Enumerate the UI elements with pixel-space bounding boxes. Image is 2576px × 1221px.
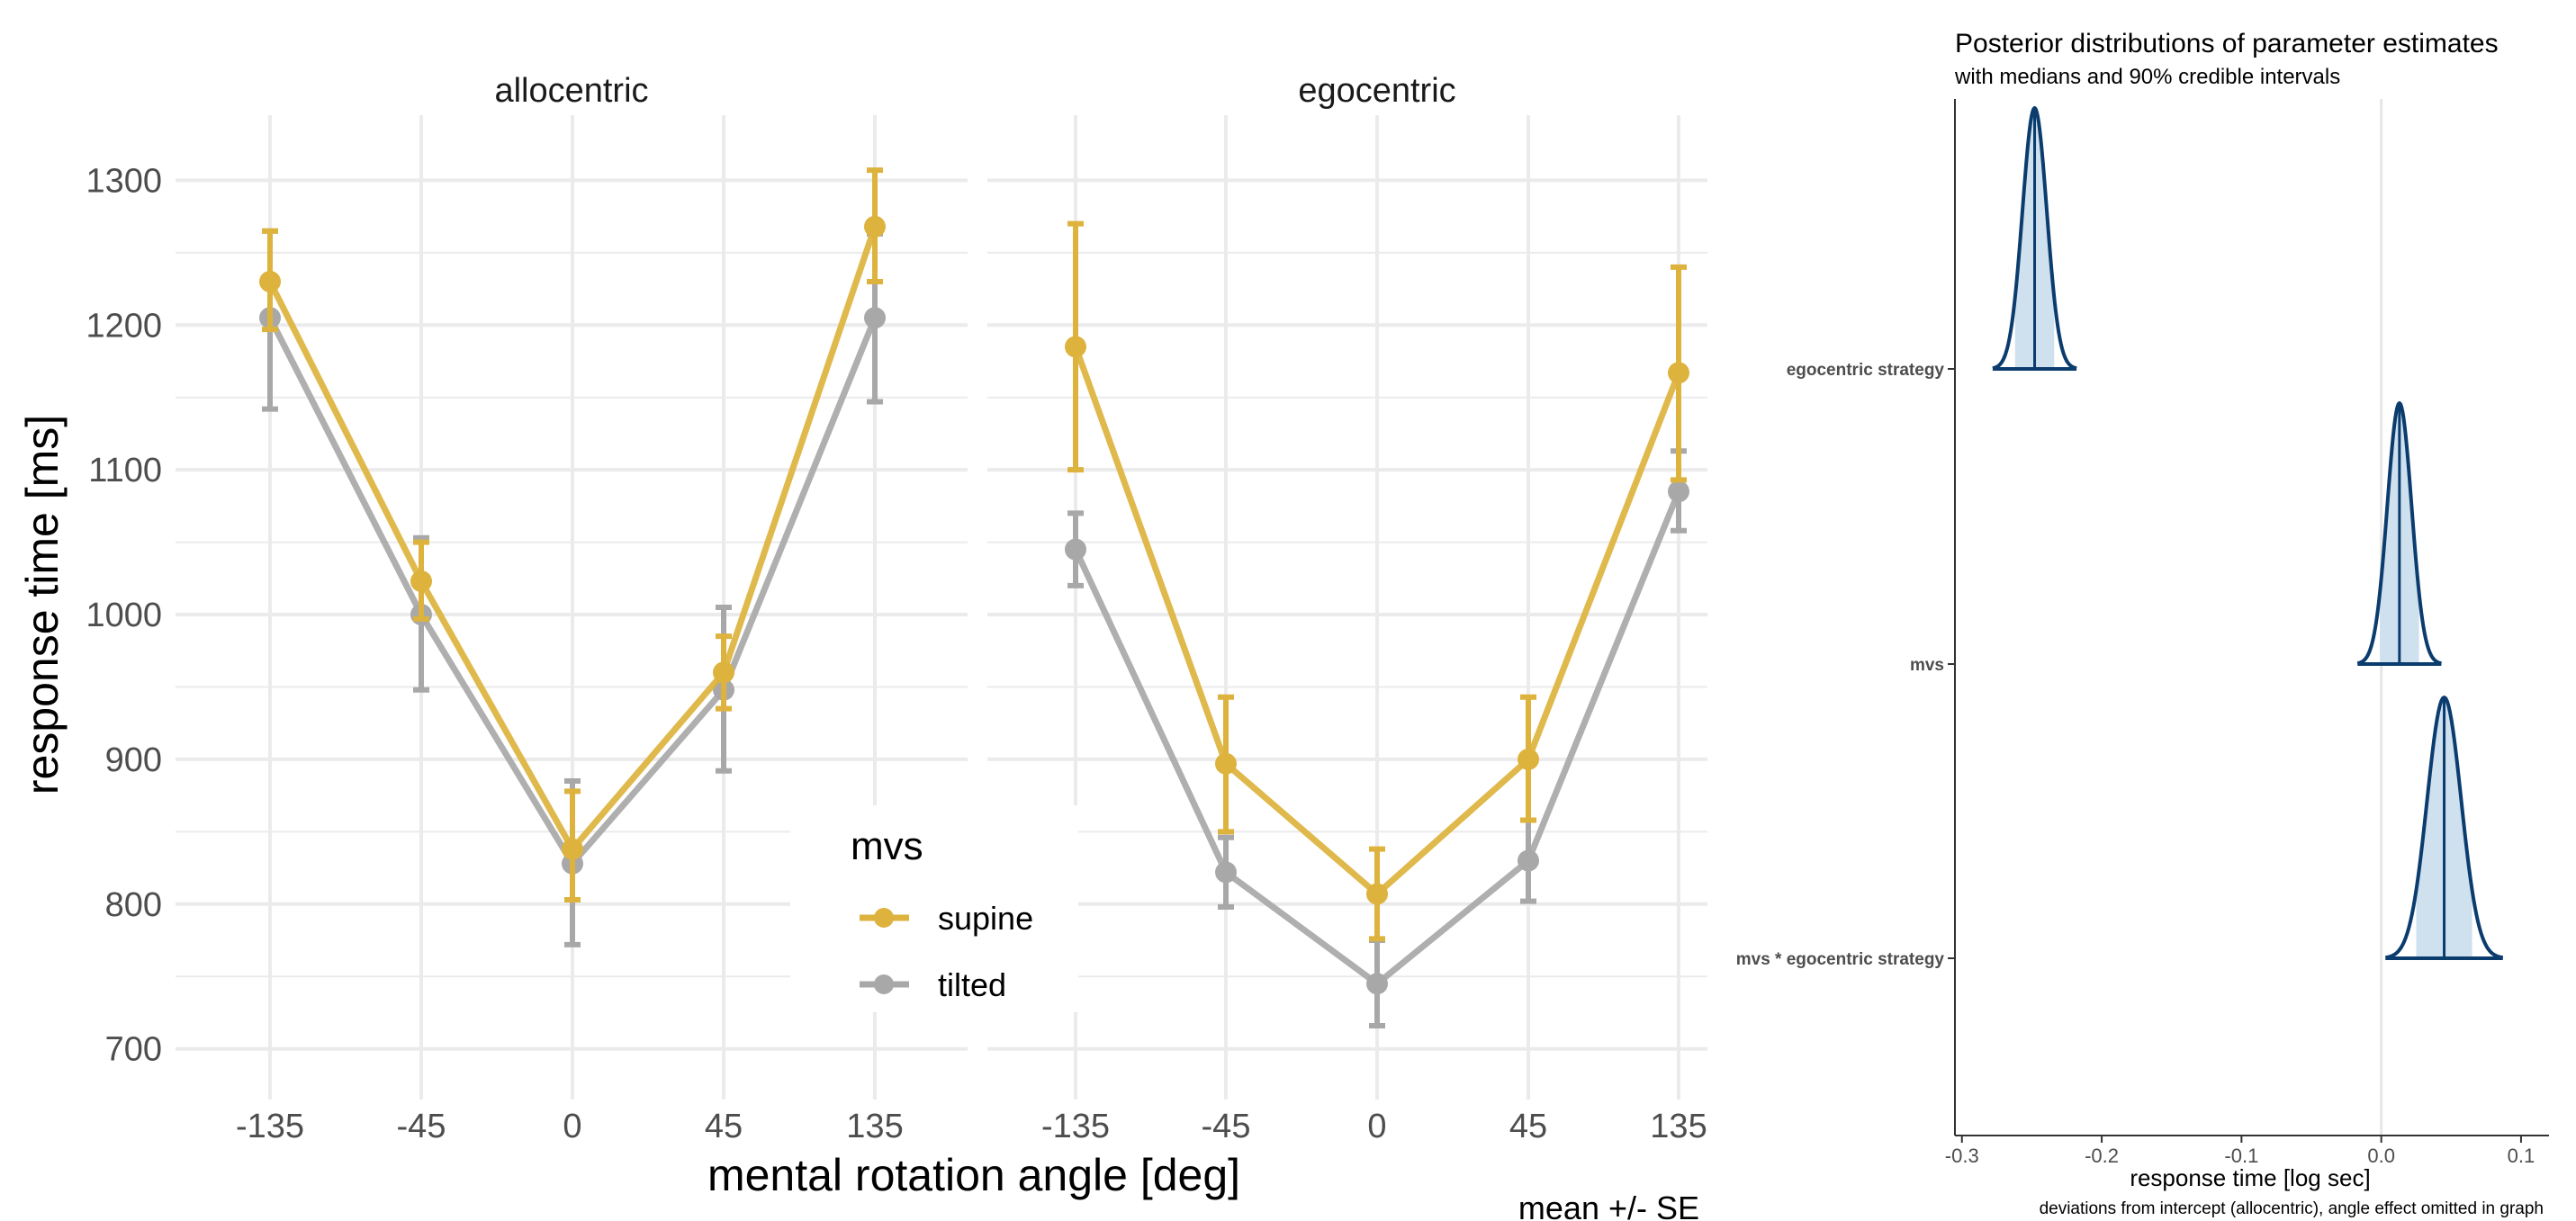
data-point-tilted-allocentric [864, 307, 886, 329]
x-axis-title: mental rotation angle [deg] [707, 1150, 1240, 1200]
data-point-supine-allocentric [713, 661, 734, 684]
posterior-x-tick-label: -0.2 [2085, 1145, 2119, 1167]
y-tick-label: 800 [105, 886, 162, 924]
x-tick-label-egocentric: 45 [1509, 1108, 1547, 1145]
x-tick-label-allocentric: 45 [705, 1108, 743, 1145]
posterior-distribution-chart: Posterior distributions of parameter est… [1736, 29, 2549, 1218]
x-tick-label-egocentric: -45 [1202, 1108, 1251, 1145]
parameter-labels: egocentric strategy mvs mvs * egocentric s… [1736, 361, 1955, 969]
posterior-plot-area [1954, 99, 2549, 1136]
facet-panel-allocentric [176, 115, 968, 1100]
data-point-tilted-egocentric [1518, 849, 1539, 872]
x-tick-label-egocentric: 0 [1367, 1108, 1386, 1145]
posterior-subtitle: with medians and 90% credible intervals [1954, 65, 2340, 89]
data-point-supine-allocentric [410, 570, 432, 593]
facet-title-allocentric: allocentric [494, 72, 648, 110]
data-point-tilted-egocentric [1366, 973, 1388, 995]
facet-panel-egocentric [987, 115, 1707, 1100]
parameter-label: egocentric strategy [1787, 361, 1945, 380]
x-tick-label-egocentric: -135 [1041, 1108, 1110, 1145]
legend-title: mvs [851, 824, 923, 868]
data-point-supine-egocentric [1366, 883, 1388, 905]
data-point-supine-allocentric [864, 215, 886, 238]
posterior-x-tick-label: -0.1 [2224, 1145, 2258, 1167]
posterior-x-tick-label: -0.3 [1945, 1145, 1979, 1167]
facet-title-egocentric: egocentric [1298, 72, 1455, 110]
x-tick-label-egocentric: 135 [1650, 1108, 1707, 1145]
legend-key-tilted-point [874, 974, 894, 994]
y-tick-label: 1300 [86, 162, 162, 200]
data-point-supine-allocentric [562, 838, 583, 860]
posterior-x-tick-labels: -0.3 -0.2 -0.1 0.0 0.1 [1945, 1136, 2535, 1167]
data-point-tilted-egocentric [1065, 538, 1086, 561]
caption-mean-se: mean +/- SE [1518, 1190, 1699, 1221]
legend-key-supine-point [874, 908, 894, 928]
legend-background [790, 805, 1078, 1012]
legend-label-tilted: tilted [938, 966, 1006, 1003]
posterior-x-tick-label: 0.0 [2367, 1145, 2395, 1167]
y-axis-title: response time [ms] [17, 415, 68, 795]
legend-label-supine: supine [938, 900, 1033, 937]
data-point-supine-allocentric [259, 271, 281, 293]
data-point-supine-egocentric [1065, 336, 1086, 358]
response-time-chart: allocentric egocentric 700 800 900 1000 1100… [17, 72, 1707, 1221]
y-tick-labels: 700 800 900 1000 1100 1200 1300 [86, 162, 162, 1068]
x-tick-label-allocentric: 0 [563, 1108, 581, 1145]
posterior-x-tick-label: 0.1 [2508, 1145, 2535, 1167]
data-point-supine-egocentric [1518, 748, 1539, 770]
data-point-tilted-egocentric [1668, 480, 1689, 503]
legend: mvs supine tilted [790, 805, 1078, 1012]
x-tick-label-allocentric: -45 [397, 1108, 446, 1145]
data-point-supine-egocentric [1215, 752, 1237, 775]
parameter-label: mvs * egocentric strategy [1736, 950, 1945, 969]
y-tick-label: 1000 [86, 597, 162, 634]
y-tick-label: 700 [105, 1031, 162, 1069]
y-tick-label: 1100 [88, 452, 162, 489]
x-tick-label-allocentric: -135 [236, 1108, 304, 1145]
posterior-caption: deviations from intercept (allocentric),… [2040, 1199, 2544, 1218]
y-tick-label: 900 [105, 741, 162, 779]
posterior-x-axis-title: response time [log sec] [2130, 1164, 2370, 1191]
x-tick-labels: -135 -45 0 45 135 -135 -45 0 45 135 [236, 1108, 1707, 1145]
parameter-label: mvs [1910, 656, 1944, 675]
posterior-title: Posterior distributions of parameter est… [1955, 29, 2499, 58]
x-tick-label-allocentric: 135 [846, 1108, 903, 1145]
y-tick-label: 1200 [86, 307, 162, 345]
data-point-tilted-egocentric [1215, 861, 1237, 884]
data-point-supine-egocentric [1668, 362, 1689, 384]
